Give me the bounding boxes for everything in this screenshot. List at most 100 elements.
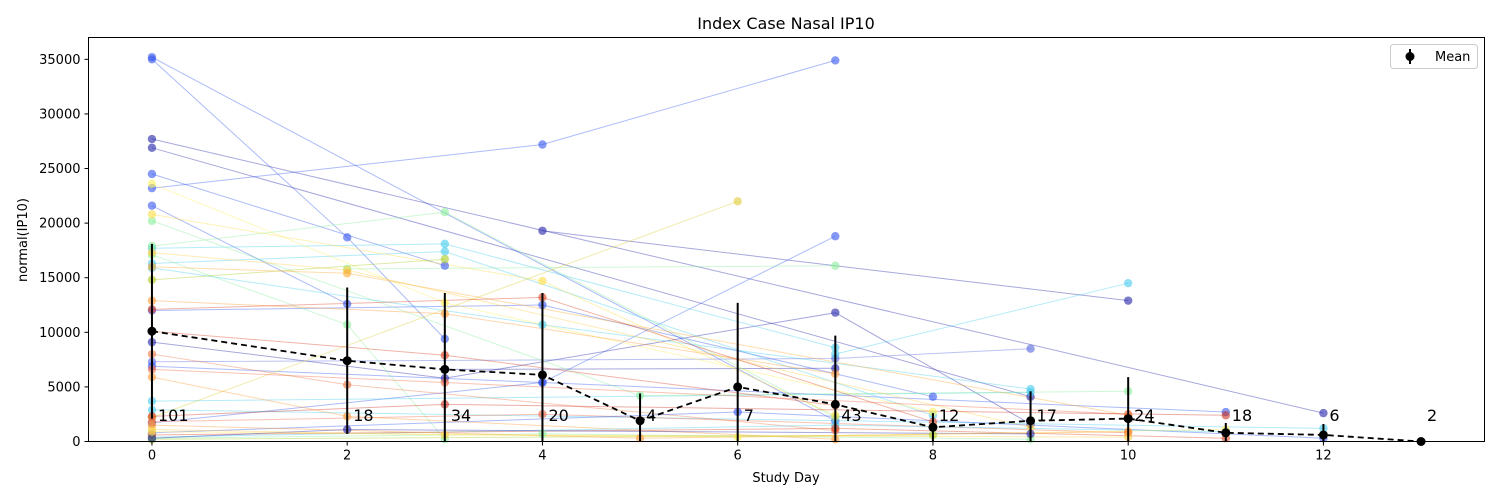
count-label: 43 — [841, 406, 861, 425]
y-tick-label: 5000 — [47, 380, 80, 395]
mean-point — [928, 422, 938, 432]
count-label: 17 — [1037, 406, 1057, 425]
subject-line — [151, 312, 1031, 425]
legend-mean-marker — [1405, 52, 1415, 61]
count-label: 4 — [646, 406, 656, 425]
x-axis-ticks: 0 2 4 6 8 10 12 — [148, 441, 1332, 464]
subject-line — [444, 367, 836, 370]
x-axis-label: Study Day — [752, 471, 820, 486]
count-label: 7 — [744, 406, 754, 425]
subject-line — [151, 58, 446, 340]
subject-line — [151, 173, 445, 267]
count-label: 24 — [1134, 406, 1154, 425]
mean-point — [1318, 430, 1328, 440]
subject-point — [831, 232, 840, 241]
subject-point — [440, 208, 450, 217]
subject-point — [831, 308, 840, 317]
subject-point — [147, 179, 157, 189]
mean-series — [147, 243, 1426, 446]
subject-line — [151, 258, 445, 281]
subject-point — [928, 407, 938, 417]
plot-frame — [88, 37, 1485, 442]
subject-line — [151, 252, 1031, 428]
subject-point — [147, 434, 157, 443]
subject-point — [440, 254, 450, 264]
mean-point — [635, 416, 645, 426]
subject-point — [147, 420, 157, 430]
subject-point — [440, 247, 450, 256]
count-label: 20 — [548, 406, 568, 425]
y-tick-label: 30000 — [39, 107, 80, 122]
subject-point — [1221, 411, 1231, 420]
count-label: 18 — [1232, 406, 1252, 425]
count-label: 6 — [1329, 406, 1339, 425]
subject-point — [538, 140, 547, 149]
y-tick-label: 15000 — [39, 271, 80, 286]
mean-point — [537, 370, 547, 380]
mean-point — [733, 382, 743, 392]
subject-point — [147, 210, 157, 219]
count-label: 2 — [1427, 406, 1437, 425]
count-label: 12 — [939, 406, 959, 425]
count-labels: 101 18 34 20 4 7 43 12 17 24 18 6 2 — [158, 406, 1437, 425]
subject-point — [147, 216, 157, 226]
subject-point — [538, 226, 547, 235]
subject-line — [151, 300, 836, 375]
mean-point — [1123, 414, 1133, 424]
subject-point — [147, 143, 157, 152]
subject-point — [928, 392, 938, 401]
subject-line — [151, 205, 348, 305]
subject-line — [151, 267, 1031, 390]
subject-line — [835, 282, 1129, 355]
subject-point — [147, 201, 157, 210]
x-tick-label: 8 — [929, 449, 937, 464]
x-tick-label: 12 — [1315, 449, 1332, 464]
subject-point — [831, 56, 840, 65]
subject-line — [151, 365, 1226, 413]
subject-point — [1026, 344, 1035, 353]
subject-point — [342, 233, 352, 242]
legend-mean-label: Mean — [1435, 50, 1470, 65]
y-tick-label: 0 — [72, 435, 80, 450]
subject-point — [1123, 296, 1133, 305]
y-tick-label: 10000 — [39, 326, 80, 341]
subject-line — [151, 147, 1031, 398]
mean-point — [342, 356, 352, 366]
y-axis-label: normal(IP10) — [16, 198, 31, 282]
y-axis-ticks: 0 5000 10000 15000 20000 25000 30000 35000 — [39, 53, 89, 450]
subject-point — [147, 134, 157, 144]
mean-point — [147, 326, 157, 336]
subject-line — [151, 211, 836, 418]
legend: Mean — [1390, 44, 1478, 69]
subject-line — [151, 391, 1031, 402]
mean-point — [1026, 416, 1036, 426]
subject-line — [151, 138, 1324, 414]
count-label: 101 — [158, 406, 189, 425]
x-tick-label: 2 — [343, 449, 351, 464]
subject-line — [151, 56, 836, 422]
legend-box — [1390, 44, 1478, 69]
subject-point — [831, 261, 840, 270]
subject-line — [347, 265, 836, 270]
x-tick-label: 0 — [148, 449, 156, 464]
subject-point — [440, 261, 450, 270]
subject-point — [342, 269, 352, 278]
x-tick-label: 4 — [538, 449, 546, 464]
x-tick-label: 10 — [1120, 449, 1137, 464]
mean-point — [1221, 428, 1231, 438]
subject-point — [147, 55, 157, 64]
y-tick-label: 35000 — [39, 53, 80, 68]
subject-point — [147, 427, 157, 436]
count-label: 18 — [353, 406, 373, 425]
subject-point — [147, 169, 157, 179]
y-tick-label: 25000 — [39, 162, 80, 177]
subject-point — [1319, 408, 1328, 418]
subject-point — [1123, 278, 1133, 288]
subject-point — [440, 239, 450, 249]
mean-point — [440, 364, 450, 374]
y-tick-label: 20000 — [39, 217, 80, 232]
mean-point — [830, 399, 840, 409]
chart-title: Index Case Nasal IP10 — [697, 14, 875, 33]
count-label: 34 — [451, 406, 471, 425]
